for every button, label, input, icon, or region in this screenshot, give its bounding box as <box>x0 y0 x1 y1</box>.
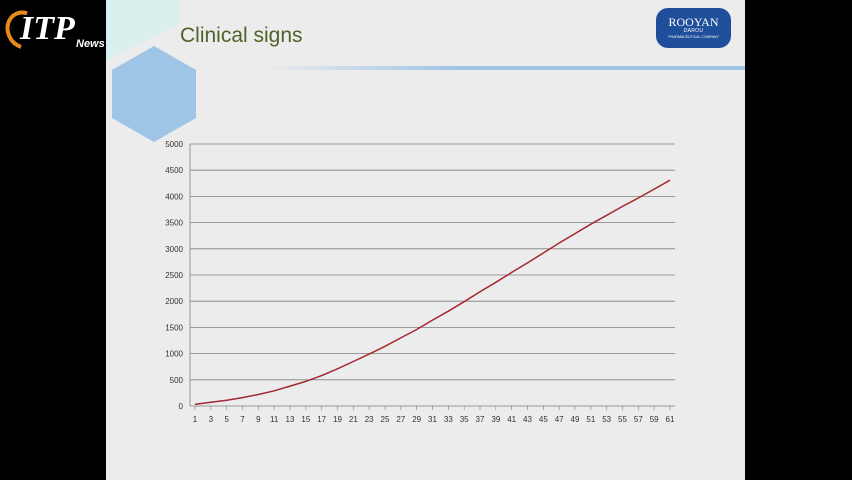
x-tick-label: 45 <box>539 415 548 424</box>
y-tick-label: 4000 <box>165 192 183 201</box>
x-tick-label: 31 <box>428 415 437 424</box>
logo-name: ROOYAN <box>668 15 719 29</box>
x-tick-label: 55 <box>618 415 627 424</box>
x-tick-label: 41 <box>507 415 516 424</box>
x-tick-label: 17 <box>317 415 326 424</box>
x-tick-label: 59 <box>650 415 659 424</box>
watermark-text: ITP <box>20 10 75 47</box>
x-tick-label: 43 <box>523 415 532 424</box>
x-tick-label: 39 <box>491 415 500 424</box>
x-tick-label: 51 <box>586 415 595 424</box>
x-tick-label: 33 <box>444 415 453 424</box>
logo-sub: DAROU <box>683 28 704 34</box>
x-tick-label: 7 <box>240 415 245 424</box>
x-tick-label: 13 <box>286 415 295 424</box>
x-tick-label: 23 <box>365 415 374 424</box>
y-tick-label: 0 <box>179 402 184 411</box>
y-tick-label: 3000 <box>165 245 183 254</box>
x-tick-label: 29 <box>412 415 421 424</box>
x-tick-label: 9 <box>256 415 261 424</box>
watermark-news: News <box>76 38 105 50</box>
x-tick-label: 25 <box>381 415 390 424</box>
logo-tag: PHARMACEUTICAL COMPANY <box>668 35 719 39</box>
company-logo: ROOYAN DAROU PHARMACEUTICAL COMPANY <box>656 8 731 48</box>
y-tick-label: 500 <box>170 376 184 385</box>
x-tick-label: 37 <box>476 415 485 424</box>
x-tick-label: 35 <box>460 415 469 424</box>
x-tick-label: 11 <box>270 415 279 424</box>
y-tick-label: 2000 <box>165 297 183 306</box>
series-line <box>194 179 671 406</box>
itp-news-watermark: ITP News <box>0 3 106 57</box>
y-tick-label: 2500 <box>165 271 183 280</box>
x-tick-label: 49 <box>571 415 580 424</box>
hexagon-decoration <box>112 46 196 142</box>
y-tick-label: 5000 <box>165 140 183 149</box>
line-chart: 0 500 1000 1500 2000 2500 3000 3500 4000 4500 5000… <box>165 140 675 424</box>
slide-title: Clinical signs <box>180 24 303 47</box>
y-tick-label: 1000 <box>165 350 183 359</box>
x-tick-label: 57 <box>634 415 643 424</box>
x-tick-label: 5 <box>224 415 229 424</box>
y-tick-label: 3500 <box>165 219 183 228</box>
x-tick-label: 1 <box>193 415 198 424</box>
x-tick-label: 3 <box>209 415 214 424</box>
title-rule <box>266 66 745 70</box>
y-tick-label: 4500 <box>165 166 183 175</box>
x-tick-label: 21 <box>349 415 358 424</box>
x-tick-label: 15 <box>301 415 310 424</box>
x-tick-label: 19 <box>333 415 342 424</box>
x-tick-label: 53 <box>602 415 611 424</box>
x-tick-label: 61 <box>666 415 675 424</box>
y-tick-label: 1500 <box>165 323 183 332</box>
x-tick-label: 27 <box>396 415 405 424</box>
x-tick-label: 47 <box>555 415 564 424</box>
slide: Clinical signs ROOYAN DAROU PHARMACEUTIC… <box>106 0 745 480</box>
